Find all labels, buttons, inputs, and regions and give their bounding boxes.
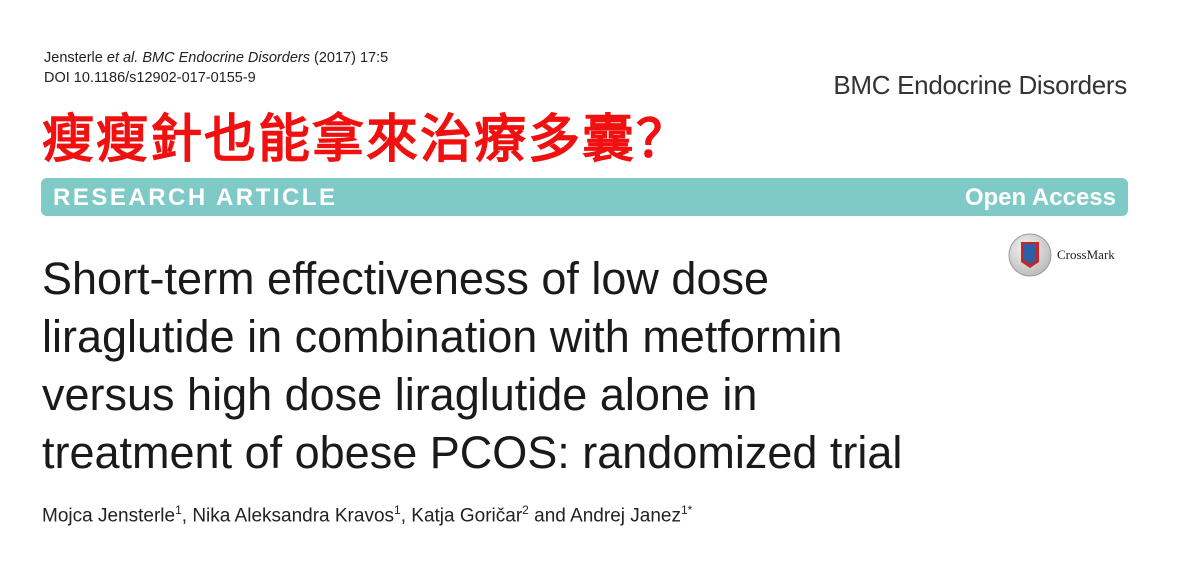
author-affiliation: 2	[522, 503, 529, 517]
crossmark-badge[interactable]: CrossMark	[1007, 232, 1115, 278]
author-affiliation: 1	[394, 503, 401, 517]
author-name[interactable]: Andrej Janez	[570, 505, 681, 527]
citation-block: Jensterle et al. BMC Endocrine Disorders…	[44, 48, 388, 88]
article-type-label: RESEARCH ARTICLE	[53, 184, 338, 211]
citation-etal: et al.	[106, 50, 139, 66]
article-title-line: liraglutide in combination with metformi…	[42, 311, 843, 362]
author-affiliation: 1	[175, 503, 182, 517]
article-type-banner: RESEARCH ARTICLE Open Access	[41, 178, 1128, 216]
citation-journal: BMC Endocrine Disorders	[142, 50, 310, 66]
article-title-line: versus high dose liraglutide alone in	[42, 369, 758, 420]
author-name[interactable]: Katja Goričar	[411, 505, 523, 527]
author-separator: and	[528, 505, 571, 527]
crossmark-icon	[1008, 233, 1052, 277]
open-access-label[interactable]: Open Access	[964, 184, 1116, 211]
citation-year-volume: (2017) 17:5	[314, 50, 389, 66]
author-name[interactable]: Nika Aleksandra Kravos	[192, 505, 395, 527]
crossmark-label: CrossMark	[1057, 247, 1115, 262]
article-title-line: treatment of obese PCOS: randomized tria…	[42, 427, 903, 478]
overlay-title: 瘦瘦針也能拿來治療多囊？	[42, 110, 691, 170]
author-name[interactable]: Mojca Jensterle	[42, 505, 176, 527]
author-separator: ,	[400, 505, 412, 527]
citation-doi[interactable]: DOI 10.1186/s12902-017-0155-9	[44, 70, 256, 86]
citation-author: Jensterle	[44, 50, 103, 66]
author-list: Mojca Jensterle1, Nika Aleksandra Kravos…	[42, 503, 692, 527]
author-affiliation: 1*	[680, 503, 693, 517]
citation-line: Jensterle et al. BMC Endocrine Disorders…	[44, 48, 388, 68]
author-separator: ,	[181, 505, 193, 527]
article-title: Short-term effectiveness of low dose lir…	[42, 250, 1002, 482]
article-title-line: Short-term effectiveness of low dose	[42, 253, 770, 304]
journal-name: BMC Endocrine Disorders	[833, 70, 1127, 100]
